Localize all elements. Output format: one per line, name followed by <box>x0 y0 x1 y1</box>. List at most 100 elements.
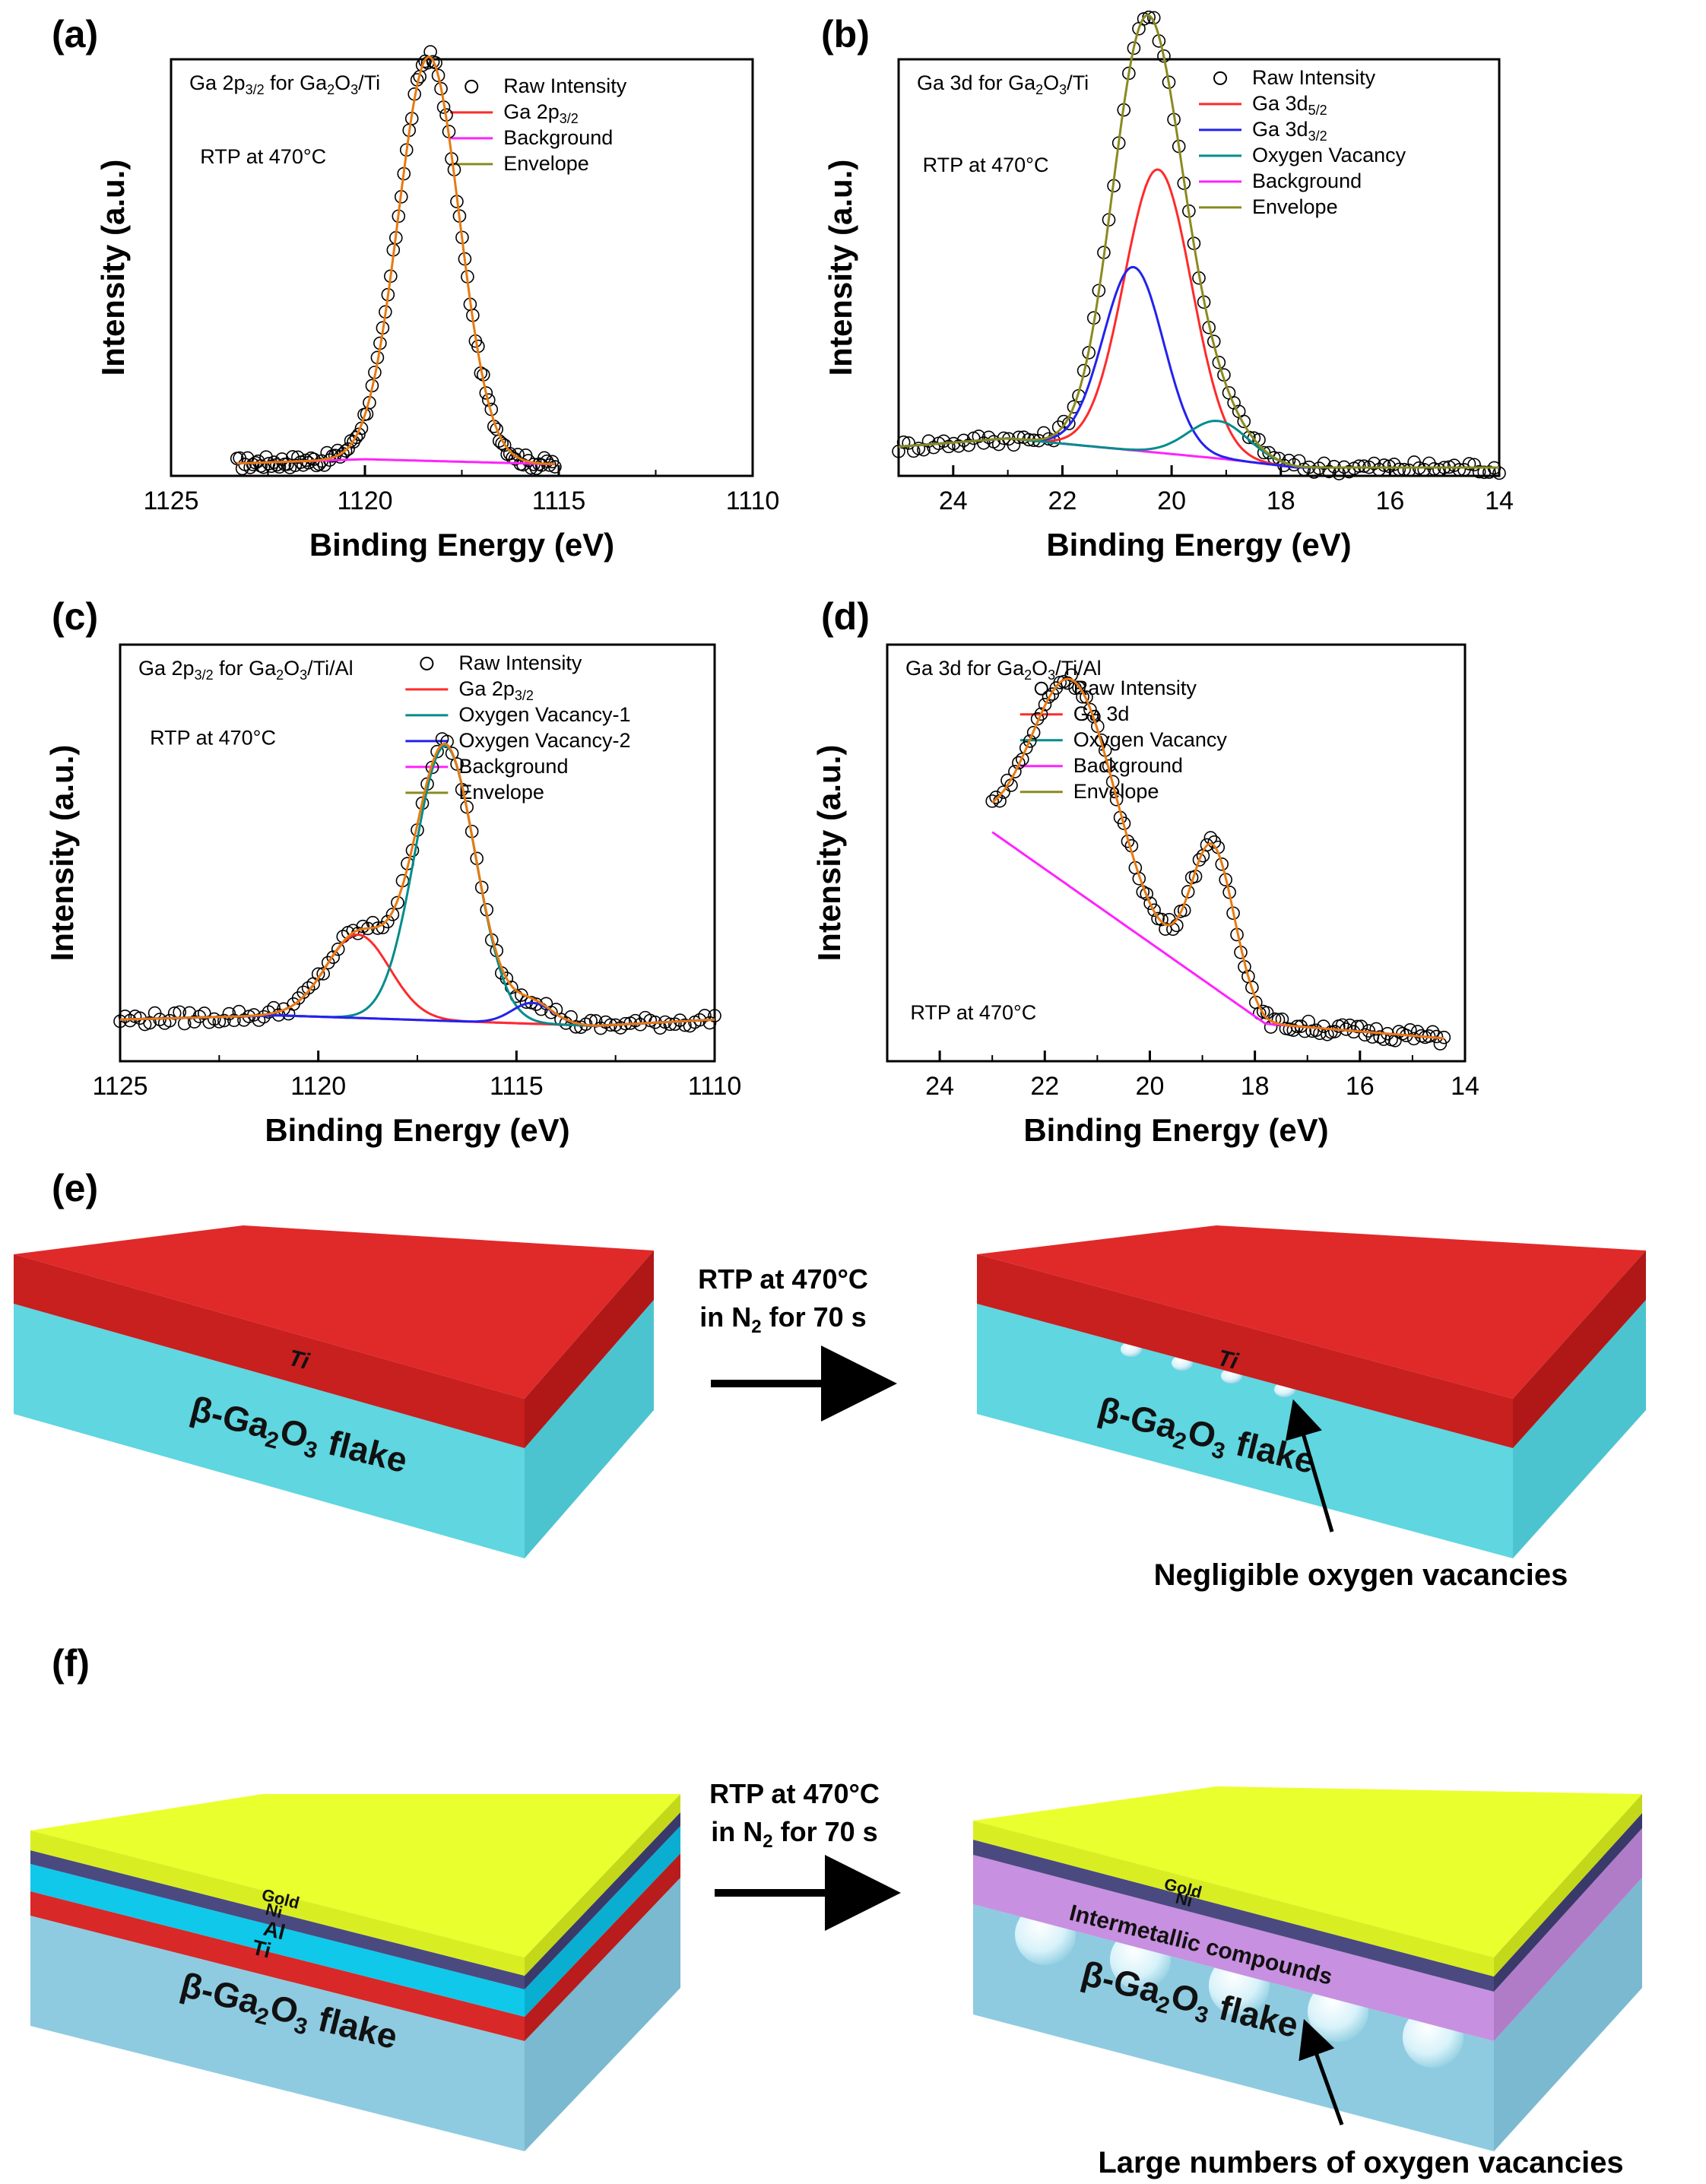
x-tick-label: 22 <box>1030 1072 1059 1101</box>
raw-data-point <box>698 1009 712 1022</box>
raw-data-point <box>1467 458 1481 472</box>
x-tick-label: 18 <box>1267 487 1295 515</box>
gold-front-f-left <box>30 1831 525 1976</box>
raw-data-point <box>1105 775 1120 789</box>
raw-data-point <box>316 967 330 981</box>
intermetallic-front-f-right <box>973 1855 1494 2041</box>
raw-data-point <box>1087 709 1101 724</box>
envelope-line <box>236 55 555 466</box>
legend-entry: Ga 2p3/2 <box>503 100 579 126</box>
callout-arrow-e <box>1285 1399 1334 1533</box>
raw-data-point <box>1072 680 1086 695</box>
raw-data-point <box>217 1013 231 1028</box>
xps-chart-a: 1125 1120 1115 1110 Binding Energy (eV) Inten… <box>95 45 780 563</box>
panel-label-e: (e) <box>52 1167 98 1209</box>
y-axis-label: Intensity (a.u.) <box>823 160 858 376</box>
legend-marker-raw <box>465 79 479 94</box>
raw-data-point <box>708 1009 721 1022</box>
x-tick-label: 18 <box>1241 1072 1270 1101</box>
legend-entry: Background <box>503 126 613 149</box>
raw-data-point <box>997 785 1010 799</box>
raw-data-point <box>1397 462 1411 477</box>
ga2o3-side-e-left <box>525 1300 654 1558</box>
raw-data-point <box>503 446 517 461</box>
raw-data-point <box>1080 690 1093 704</box>
x-tick-label: 1110 <box>688 1072 742 1101</box>
callout-text-f: Large numbers of oxygen vacancies <box>1098 2146 1623 2179</box>
legend-entry: Raw Intensity <box>1252 66 1376 89</box>
raw-data-point <box>1212 356 1226 369</box>
legend-entry: Ga 2p3/2 <box>458 677 534 703</box>
legend-entry: Envelope <box>503 152 589 175</box>
legend-entry: Oxygen Vacancy <box>1073 728 1228 751</box>
xps-chart-c: 1125 1120 1115 1110 Binding Energy (eV) Inten… <box>44 643 742 1148</box>
raw-data-point <box>927 440 940 455</box>
rtp-annotation: RTP at 470°C <box>923 154 1049 176</box>
raw-data-point <box>1372 462 1386 477</box>
x-tick-label: 1110 <box>726 487 780 515</box>
chart-title: Ga 3d for Ga2O3/Ti <box>917 71 1089 97</box>
ga2o3-front-e-left <box>14 1304 525 1558</box>
raw-data-point <box>588 1014 603 1028</box>
envelope-line <box>898 14 1499 469</box>
envelope-line <box>119 742 715 1027</box>
x-tick-label: 16 <box>1346 1072 1375 1101</box>
raw-data-point <box>1034 707 1048 721</box>
raw-data-point <box>123 1013 137 1028</box>
raw-data-point <box>341 442 355 456</box>
raw-data-point <box>212 1015 227 1029</box>
peak-component-line <box>119 744 715 1027</box>
gold-top-f-right <box>973 1786 1642 1957</box>
raw-data-point <box>569 1020 583 1034</box>
x-tick-label: 24 <box>939 487 968 515</box>
n2-text-e: in N2 for 70 s <box>699 1301 866 1337</box>
legend-entry: Raw Intensity <box>503 74 627 97</box>
ti-front-f-left <box>30 1891 525 2041</box>
al-side-f-left <box>525 1826 680 2017</box>
x-tick-label: 20 <box>1157 487 1186 515</box>
ga2o3-front-e-right <box>977 1304 1513 1558</box>
envelope-line <box>991 677 1444 1040</box>
raw-data-point <box>1406 1032 1421 1046</box>
ti-front-e-right <box>977 1254 1513 1448</box>
raw-data-point <box>1143 896 1157 911</box>
y-axis-label: Intensity (a.u.) <box>44 745 80 962</box>
gold-side-f-right <box>1494 1794 1642 1976</box>
rtp-annotation: RTP at 470°C <box>200 145 326 168</box>
ga2o3-side-e-right <box>1513 1300 1646 1558</box>
gold-front-f-right <box>973 1821 1494 1976</box>
raw-data-point <box>1127 41 1141 55</box>
ti-top-e-right <box>977 1225 1646 1399</box>
ga2o3-front-f-right <box>973 1904 1494 2151</box>
ti-side-f-left <box>525 1853 680 2041</box>
x-tick-label: 1115 <box>490 1072 544 1101</box>
x-tick-label: 24 <box>925 1072 954 1101</box>
raw-data-point <box>1019 741 1033 755</box>
raw-data-point <box>222 1006 236 1021</box>
ga2o3-side-f-left <box>525 1878 680 2151</box>
raw-data-point <box>331 942 345 956</box>
raw-data-point <box>1427 462 1441 476</box>
legend-entry: Ga 3d5/2 <box>1252 92 1327 118</box>
legend-entry: Ga 3d3/2 <box>1252 118 1327 144</box>
raw-data-point <box>962 438 975 452</box>
raw-data-point <box>1350 1019 1365 1034</box>
raw-data-point <box>1482 465 1496 479</box>
raw-data-point <box>1392 462 1406 477</box>
peak-component-line <box>898 168 1499 469</box>
panel-label-d: (d) <box>821 595 870 638</box>
schematic-f: Gold Ni Al Ti β-Ga2O3 flake RTP at 470°C… <box>30 1778 1642 2179</box>
raw-data-point <box>985 794 999 808</box>
x-axis-label: Binding Energy (eV) <box>1023 1112 1328 1148</box>
x-tick-label: 16 <box>1375 487 1404 515</box>
x-tick-label: 1120 <box>290 1072 346 1101</box>
chart-title: Ga 3d for Ga2O3/Ti/Al <box>905 657 1102 683</box>
raw-data-point <box>1083 702 1097 717</box>
plot-frame <box>886 643 1467 1063</box>
raw-data-point <box>1369 1022 1384 1036</box>
raw-data-point <box>1262 445 1276 460</box>
x-axis-label: Binding Energy (eV) <box>309 527 614 563</box>
legend-entry: Envelope <box>458 781 544 804</box>
legend-marker-raw <box>1213 71 1227 85</box>
